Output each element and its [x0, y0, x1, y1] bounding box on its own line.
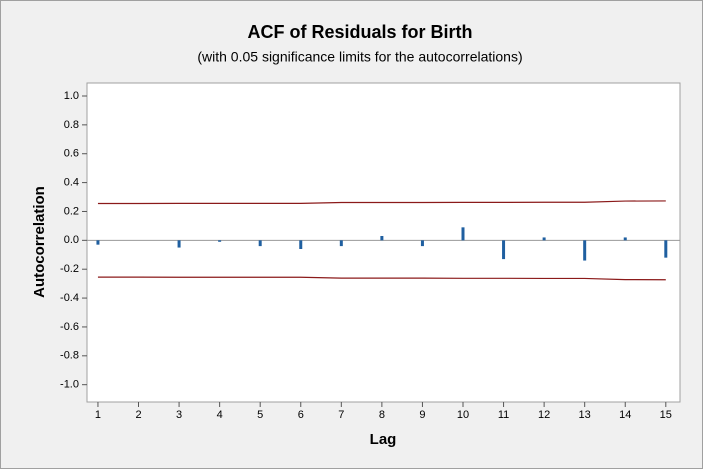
acf-bar [583, 240, 587, 261]
y-tick-label: -1.0 [60, 379, 79, 391]
x-tick-label: 7 [338, 409, 344, 421]
acf-bar [542, 237, 546, 241]
acf-bar [218, 240, 222, 242]
acf-bar [258, 240, 262, 247]
x-tick-label: 12 [538, 409, 550, 421]
x-tick-label: 2 [135, 409, 141, 421]
y-tick-label: -0.6 [60, 321, 79, 333]
acf-bar [380, 236, 384, 241]
y-tick-label: -0.2 [60, 263, 79, 275]
acf-bar [177, 240, 181, 248]
x-tick-label: 8 [379, 409, 385, 421]
x-tick-label: 4 [217, 409, 223, 421]
x-tick-label: 11 [498, 409, 509, 421]
x-tick-label: 1 [95, 409, 101, 421]
acf-bar [299, 240, 303, 249]
chart-subtitle: (with 0.05 significance limits for the a… [197, 49, 522, 65]
y-tick-label: 0.8 [64, 119, 79, 131]
significance-limit [97, 200, 666, 205]
y-tick-label: -0.4 [60, 292, 79, 304]
x-axis-label: Lag [370, 431, 397, 448]
y-axis-label: Autocorrelation [31, 186, 48, 298]
chart-title: ACF of Residuals for Birth [247, 22, 472, 42]
y-tick-label: 1.0 [64, 90, 79, 102]
x-tick-label: 3 [176, 409, 182, 421]
x-tick-label: 15 [660, 409, 672, 421]
acf-bar [502, 240, 506, 260]
y-tick-label: -0.8 [60, 350, 79, 362]
acf-bar [623, 237, 627, 241]
y-tick-label: 0.2 [64, 205, 79, 217]
x-tick-label: 9 [419, 409, 425, 421]
acf-bar [420, 240, 424, 247]
acf-bar [96, 240, 100, 245]
y-tick-label: 0.0 [64, 234, 79, 246]
x-tick-label: 6 [298, 409, 304, 421]
y-tick-label: 0.6 [64, 148, 79, 160]
plot-area [86, 82, 681, 403]
x-tick-label: 10 [457, 409, 469, 421]
acf-bar [664, 240, 668, 258]
acf-bar [339, 240, 343, 247]
x-tick-label: 13 [579, 409, 591, 421]
x-tick-label: 14 [619, 409, 631, 421]
x-tick-label: 5 [257, 409, 263, 421]
significance-limit [97, 276, 666, 281]
acf-bar [461, 227, 465, 241]
y-tick-label: 0.4 [64, 177, 79, 189]
